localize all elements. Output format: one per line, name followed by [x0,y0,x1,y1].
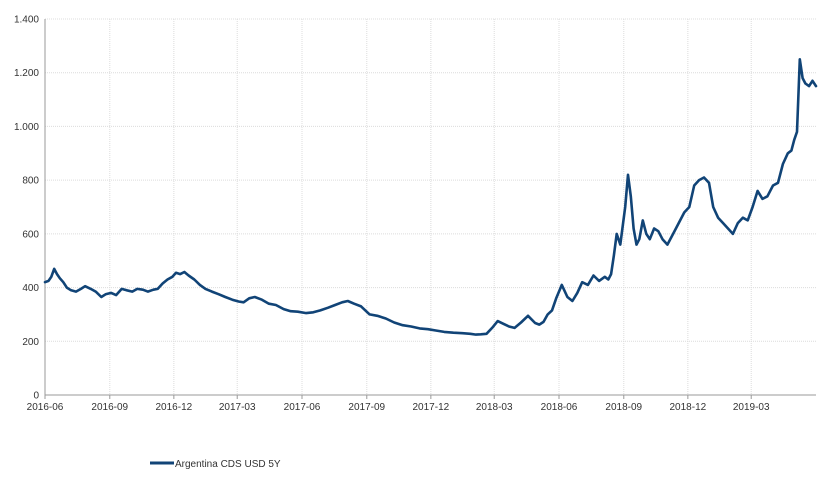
x-tick-label: 2018-03 [476,402,513,413]
axes [44,19,816,396]
x-tick-label: 2018-09 [605,402,642,413]
y-tick-label: 400 [22,283,39,294]
x-tick-label: 2016-06 [27,402,64,413]
grid-lines [44,18,816,399]
y-tick-label: 1.400 [14,15,39,26]
x-tick-label: 2019-03 [733,402,770,413]
y-tick-label: 600 [22,229,39,240]
x-tick-label: 2017-03 [219,402,256,413]
y-tick-label: 800 [22,176,39,187]
legend-label-argentina-cds: Argentina CDS USD 5Y [175,459,281,470]
y-tick-label: 1.000 [14,122,39,133]
x-tick-label: 2017-12 [413,402,450,413]
x-tick-label: 2016-12 [156,402,193,413]
series-line-0 [43,57,818,336]
series-layer [43,57,818,336]
x-tick-label: 2016-09 [91,402,128,413]
y-tick-label: 1.200 [14,68,39,79]
x-tick-label: 2018-12 [670,402,707,413]
y-tick-labels: 0 200 400 600 800 1.000 1.200 1.400 [14,15,39,402]
x-tick-label: 2018-06 [541,402,578,413]
x-tick-label: 2017-09 [348,402,385,413]
x-tick-labels: 2016-06 2016-09 2016-12 2017-03 2017-06 2017-… [27,402,770,413]
y-tick-label: 200 [22,337,39,348]
x-tick-label: 2017-06 [284,402,321,413]
legend[interactable]: Argentina CDS USD 5Y [150,459,281,470]
y-tick-label: 0 [33,391,39,402]
